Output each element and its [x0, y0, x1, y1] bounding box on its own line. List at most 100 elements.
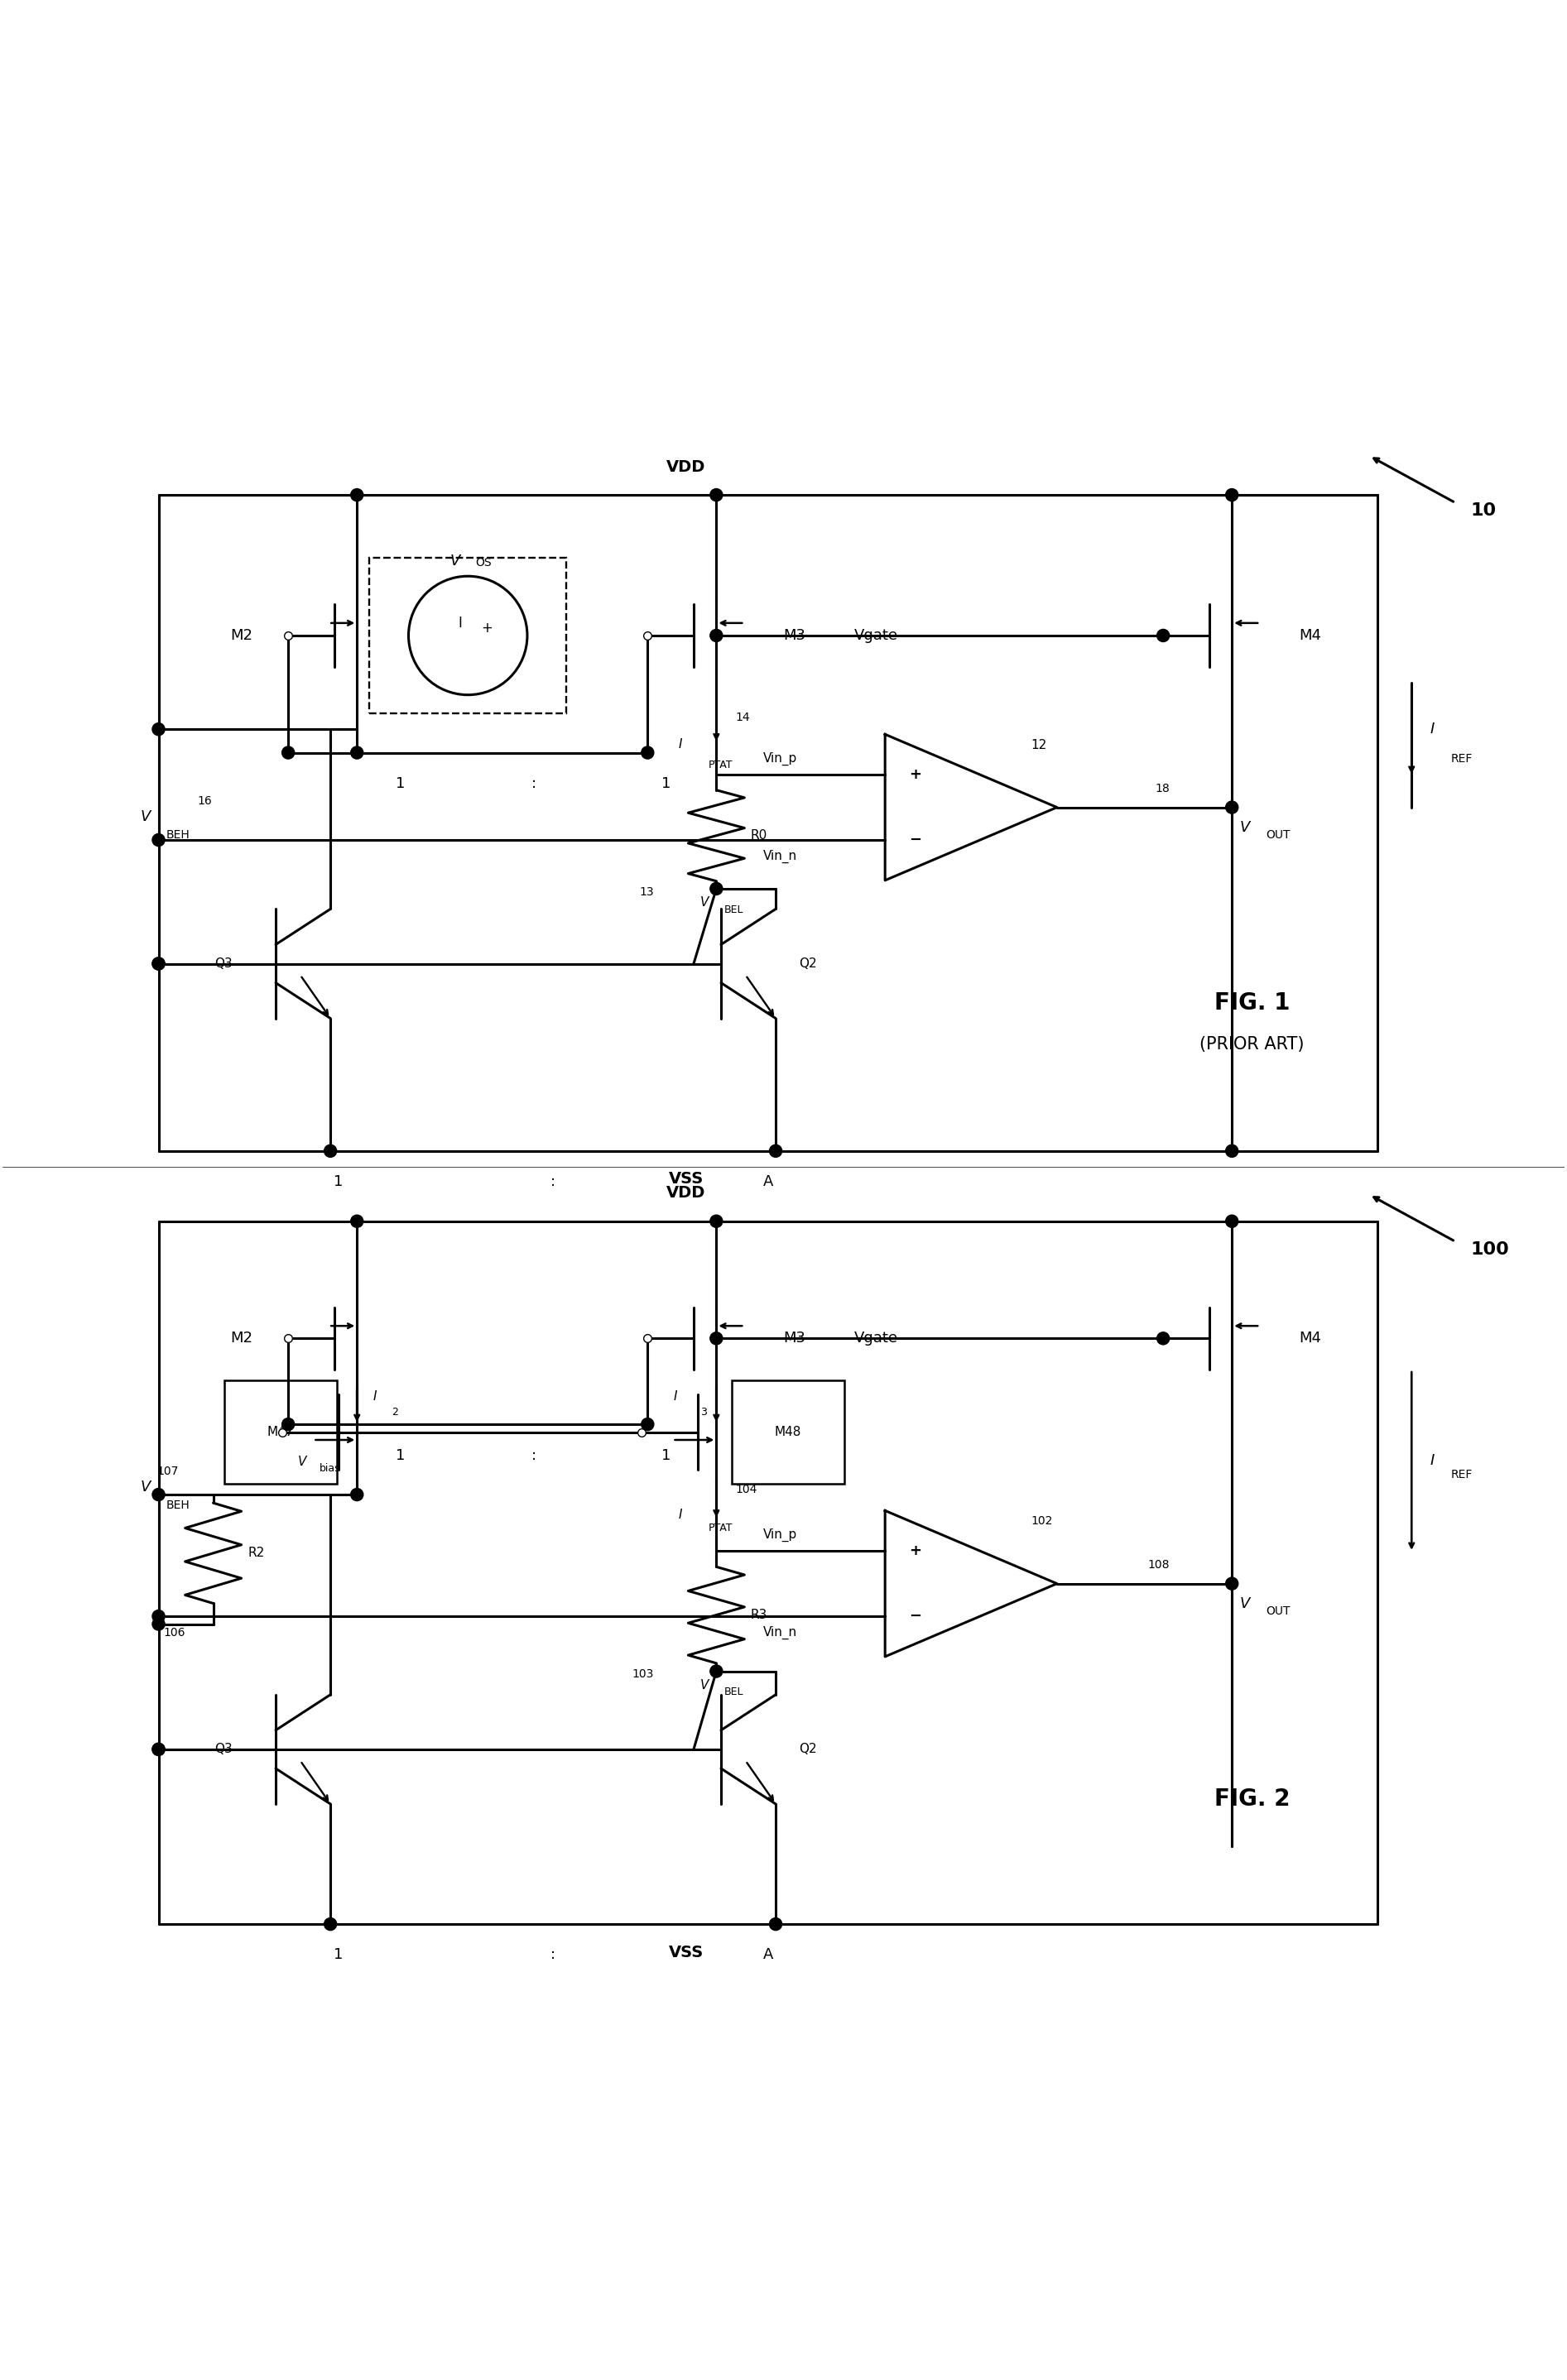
Text: 107: 107 [157, 1466, 179, 1478]
Text: V: V [450, 555, 461, 569]
Text: 100: 100 [1471, 1240, 1509, 1257]
Text: I: I [674, 1390, 677, 1402]
Circle shape [152, 1742, 165, 1756]
Text: OUT: OUT [1266, 828, 1291, 840]
Text: +: + [909, 1545, 921, 1559]
Circle shape [1225, 1145, 1238, 1157]
Circle shape [769, 1145, 782, 1157]
Text: 1: 1 [396, 1447, 406, 1464]
Text: :: : [550, 1173, 556, 1190]
Text: I: I [458, 616, 462, 631]
Text: V: V [700, 897, 708, 909]
Text: M2: M2 [230, 1330, 252, 1345]
Text: M2: M2 [230, 628, 252, 643]
Text: FIG. 1: FIG. 1 [1214, 990, 1290, 1014]
Text: Vgate: Vgate [854, 628, 898, 643]
Text: M3: M3 [784, 628, 805, 643]
Text: 1: 1 [661, 776, 671, 790]
Text: 108: 108 [1147, 1559, 1169, 1571]
Text: M47: M47 [266, 1426, 293, 1438]
Circle shape [282, 1418, 295, 1430]
Text: REF: REF [1451, 1468, 1473, 1480]
Circle shape [710, 1216, 722, 1228]
Text: BEH: BEH [166, 828, 190, 840]
Text: Vin_p: Vin_p [763, 752, 798, 766]
Text: Q3: Q3 [215, 1742, 233, 1756]
Circle shape [710, 1333, 722, 1345]
Text: I: I [679, 738, 682, 750]
Text: M3: M3 [784, 1330, 805, 1345]
Text: bias: bias [320, 1464, 340, 1473]
Text: I: I [679, 1509, 682, 1521]
Circle shape [351, 747, 364, 759]
Circle shape [152, 1618, 165, 1630]
Text: +: + [909, 766, 921, 783]
Text: 1: 1 [334, 1173, 343, 1190]
Text: Q2: Q2 [799, 1742, 816, 1756]
Text: VSS: VSS [669, 1171, 704, 1188]
Text: 18: 18 [1155, 783, 1169, 795]
Text: PTAT: PTAT [708, 1523, 733, 1533]
Text: V: V [1239, 1597, 1250, 1611]
Circle shape [769, 1918, 782, 1930]
Text: 102: 102 [1031, 1516, 1053, 1528]
Circle shape [710, 628, 722, 643]
Circle shape [1156, 628, 1169, 643]
Text: −: − [909, 833, 921, 847]
Text: OS: OS [476, 557, 492, 569]
Text: Vin_n: Vin_n [763, 1626, 798, 1640]
Text: Q3: Q3 [215, 957, 233, 971]
Text: I: I [373, 1390, 376, 1402]
Text: M48: M48 [774, 1426, 802, 1438]
Text: BEL: BEL [724, 904, 744, 914]
Text: VDD: VDD [666, 1185, 705, 1202]
Circle shape [152, 833, 165, 847]
Text: 3: 3 [700, 1407, 707, 1418]
Text: R3: R3 [751, 1609, 768, 1621]
Circle shape [324, 1918, 337, 1930]
Text: Q2: Q2 [799, 957, 816, 971]
Text: A: A [763, 1173, 773, 1190]
Circle shape [710, 883, 722, 895]
Circle shape [641, 1418, 653, 1430]
Text: :: : [531, 776, 536, 790]
Text: V: V [141, 809, 150, 823]
Circle shape [152, 1742, 165, 1756]
Circle shape [351, 1216, 364, 1228]
Circle shape [1225, 802, 1238, 814]
Circle shape [324, 1145, 337, 1157]
Text: I: I [1431, 721, 1435, 738]
Text: −: − [909, 1609, 921, 1623]
Circle shape [152, 957, 165, 971]
Text: FIG. 2: FIG. 2 [1214, 1787, 1290, 1811]
Circle shape [1225, 1578, 1238, 1590]
Text: :: : [550, 1947, 556, 1963]
Circle shape [152, 1488, 165, 1502]
Text: R2: R2 [248, 1547, 265, 1559]
Text: 103: 103 [632, 1668, 653, 1680]
Text: R0: R0 [751, 828, 768, 843]
Circle shape [1225, 488, 1238, 502]
Text: OUT: OUT [1266, 1607, 1291, 1616]
Circle shape [152, 724, 165, 735]
Text: 1: 1 [334, 1947, 343, 1963]
Text: 104: 104 [735, 1483, 757, 1495]
Text: BEL: BEL [724, 1687, 744, 1697]
Circle shape [641, 747, 653, 759]
Text: V: V [1239, 819, 1250, 835]
Circle shape [152, 1609, 165, 1623]
Circle shape [351, 1488, 364, 1502]
Text: V: V [700, 1678, 708, 1692]
Text: REF: REF [1451, 752, 1473, 764]
Text: (PRIOR ART): (PRIOR ART) [1200, 1035, 1305, 1052]
Text: Vgate: Vgate [854, 1330, 898, 1345]
Text: 2: 2 [392, 1407, 398, 1418]
Circle shape [1225, 1216, 1238, 1228]
Text: 13: 13 [639, 885, 653, 897]
Text: :: : [531, 1447, 536, 1464]
Text: 1: 1 [661, 1447, 671, 1464]
Circle shape [152, 957, 165, 971]
Text: M4: M4 [1299, 628, 1321, 643]
Text: Vin_n: Vin_n [763, 850, 798, 864]
Text: 1: 1 [396, 776, 406, 790]
